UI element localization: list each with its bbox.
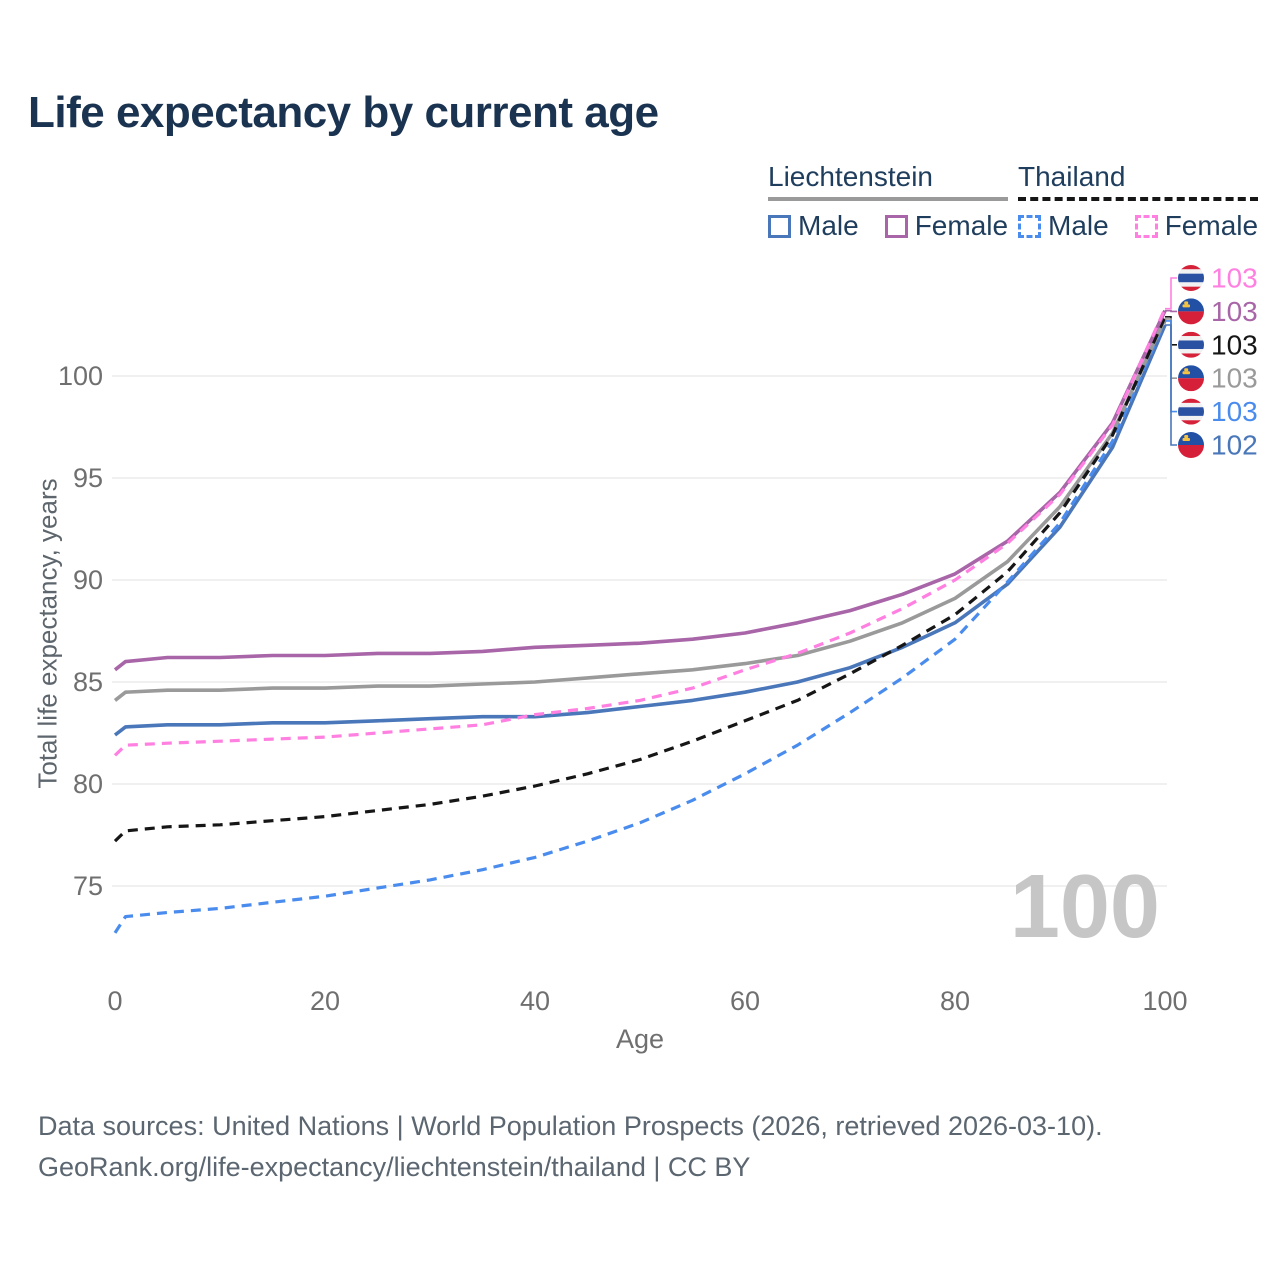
series-line-thailand-male[interactable] bbox=[113, 320, 1167, 934]
legend-label-liechtenstein-male: Male bbox=[798, 210, 859, 241]
legend-label-liechtenstein-female: Female bbox=[914, 210, 1009, 241]
y-tick-label-100: 100 bbox=[58, 361, 103, 391]
y-tick-label-75: 75 bbox=[73, 871, 103, 901]
footer-data-sources: Data sources: United Nations | World Pop… bbox=[38, 1111, 1103, 1141]
x-tick-label-0: 0 bbox=[107, 986, 122, 1016]
y-tick-label-85: 85 bbox=[73, 667, 103, 697]
legend-label-thailand-female: Female bbox=[1164, 210, 1259, 241]
end-value-label-thailand-male: 103 bbox=[1211, 396, 1258, 427]
series-line-liechtenstein-all[interactable] bbox=[113, 318, 1167, 702]
legend-swatch-liechtenstein-female bbox=[884, 214, 908, 238]
legend-item-thailand-male[interactable]: Male bbox=[1018, 210, 1109, 242]
thailand-flag-icon bbox=[1178, 331, 1204, 358]
legend-group-title-thailand: Thailand bbox=[1018, 161, 1126, 192]
end-value-label-liechtenstein-all: 103 bbox=[1211, 363, 1258, 394]
series-line-thailand-female[interactable] bbox=[113, 308, 1167, 757]
x-axis-title: Age bbox=[615, 1024, 665, 1054]
legend-swatch-thailand-female bbox=[1134, 214, 1158, 238]
y-axis-title: Total life expectancy, years bbox=[32, 478, 63, 789]
footer-attribution: GeoRank.org/life-expectancy/liechtenstei… bbox=[38, 1152, 751, 1182]
legend-swatch-thailand-male bbox=[1018, 214, 1041, 238]
label-connector-liechtenstein-female bbox=[1165, 309, 1177, 313]
series-line-liechtenstein-male[interactable] bbox=[113, 324, 1167, 737]
legend-group-liechtenstein: Liechtenstein Male Female bbox=[768, 161, 1009, 242]
thailand-flag-icon bbox=[1178, 398, 1204, 425]
y-tick-label-90: 90 bbox=[73, 565, 103, 595]
legend-label-thailand-male: Male bbox=[1048, 210, 1109, 241]
legend-item-liechtenstein-male[interactable]: Male bbox=[768, 210, 859, 242]
label-connector-thailand-female bbox=[1165, 277, 1177, 310]
legend-underline-thailand bbox=[1018, 197, 1259, 201]
x-tick-label-60: 60 bbox=[730, 986, 760, 1016]
series-line-liechtenstein-female[interactable] bbox=[113, 309, 1167, 672]
footer: Data sources: United Nations | World Pop… bbox=[38, 1106, 1103, 1188]
liechtenstein-flag-icon bbox=[1178, 298, 1204, 325]
x-tick-label-100: 100 bbox=[1142, 986, 1187, 1016]
x-tick-label-20: 20 bbox=[310, 986, 340, 1016]
end-value-label-thailand-all: 103 bbox=[1211, 329, 1258, 360]
thailand-flag-icon bbox=[1178, 265, 1204, 291]
series-line-thailand-all[interactable] bbox=[113, 316, 1167, 843]
label-connector-liechtenstein-male bbox=[1165, 324, 1177, 446]
end-value-label-liechtenstein-female: 103 bbox=[1211, 296, 1258, 327]
legend-underline-liechtenstein bbox=[768, 197, 1009, 201]
x-tick-label-40: 40 bbox=[520, 986, 550, 1016]
y-tick-label-80: 80 bbox=[73, 769, 103, 799]
x-tick-label-80: 80 bbox=[940, 986, 970, 1016]
page-title: Life expectancy by current age bbox=[28, 88, 659, 137]
end-value-label-thailand-female: 103 bbox=[1211, 263, 1258, 294]
legend-group-title-liechtenstein: Liechtenstein bbox=[768, 161, 934, 192]
liechtenstein-flag-icon bbox=[1178, 432, 1204, 458]
y-tick-label-95: 95 bbox=[73, 463, 103, 493]
liechtenstein-flag-icon bbox=[1178, 365, 1204, 392]
age-watermark: 100 bbox=[1009, 857, 1160, 957]
legend-group-thailand: Thailand Male Female bbox=[1018, 161, 1259, 242]
legend-item-thailand-female[interactable]: Female bbox=[1134, 210, 1259, 242]
end-value-label-liechtenstein-male: 102 bbox=[1211, 430, 1258, 461]
legend-swatch-liechtenstein-male bbox=[768, 214, 791, 238]
legend-item-liechtenstein-female[interactable]: Female bbox=[884, 210, 1009, 242]
